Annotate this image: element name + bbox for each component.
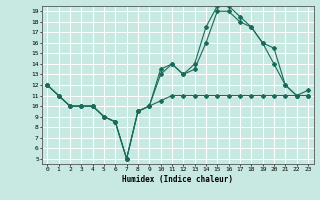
- X-axis label: Humidex (Indice chaleur): Humidex (Indice chaleur): [122, 175, 233, 184]
